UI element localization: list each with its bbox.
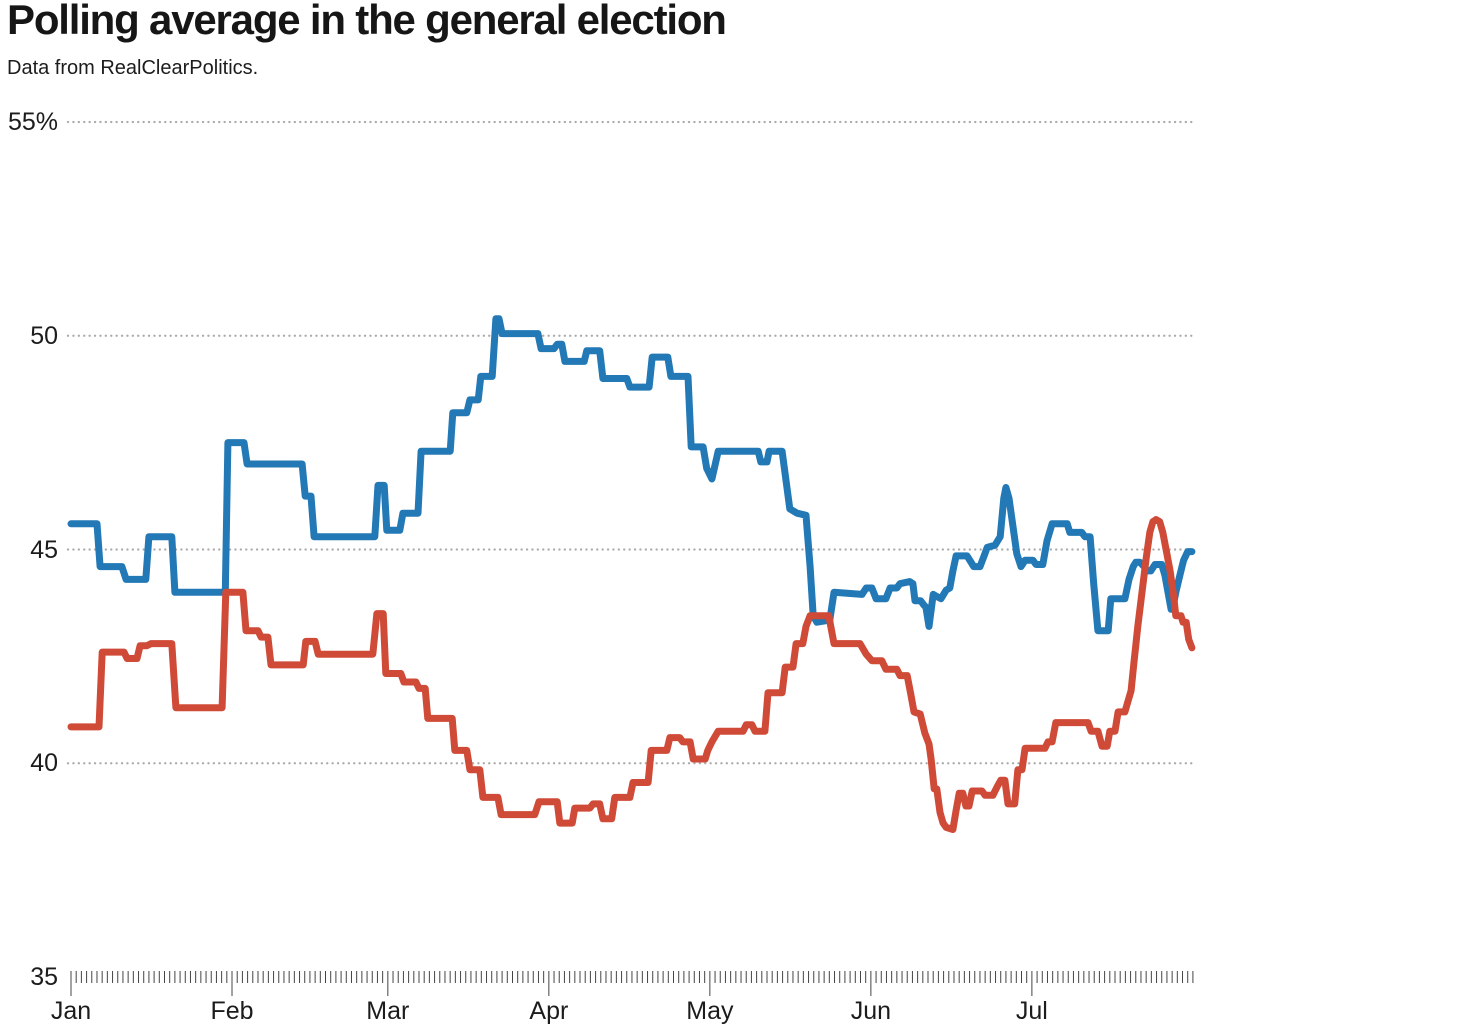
y-axis-label-40: 40 [30, 749, 58, 778]
y-axis-label-35: 35 [30, 963, 58, 991]
x-axis-label-jun: Jun [850, 997, 892, 1025]
page-title: Polling average in the general election [7, 0, 727, 43]
series-line-red [67, 516, 1196, 833]
y-axis-label-55: 55% [7, 108, 58, 136]
x-axis-label-feb: Feb [210, 997, 254, 1025]
x-axis-label-jan: Jan [50, 997, 92, 1025]
x-axis-label-mar: Mar [366, 997, 410, 1025]
subtitle: Data from RealClearPolitics. [7, 57, 259, 79]
series-line-blue [67, 315, 1196, 635]
x-axis-label-jul: Jul [1015, 997, 1048, 1025]
x-axis-label-may: May [686, 997, 734, 1025]
y-axis-label-45: 45 [30, 535, 58, 564]
y-axis-label-50: 50 [30, 321, 58, 350]
x-axis-label-apr: Apr [529, 997, 569, 1025]
